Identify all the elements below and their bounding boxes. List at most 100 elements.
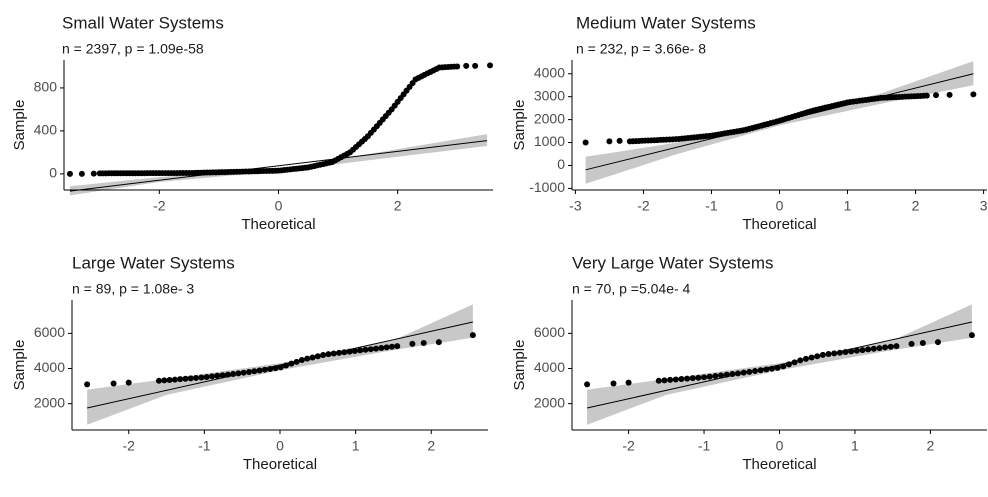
sample-points (582, 91, 977, 146)
qq-point (161, 377, 168, 384)
x-tick-label: 0 (776, 438, 784, 454)
qq-point (893, 343, 900, 350)
qq-point (723, 371, 730, 378)
y-tick-label: 3000 (534, 87, 565, 103)
x-tick-label: 3 (980, 198, 988, 214)
x-tick-label: 2 (427, 438, 435, 454)
qq-panel-4: Very Large Water Systems n = 70, p =5.04e… (511, 253, 987, 473)
reference-line (586, 321, 973, 409)
qq-panel-3: Large Water Systems n = 89, p = 1.08e- 3 -… (11, 253, 488, 473)
y-axis-title: Sample (11, 340, 28, 391)
y-tick-label: 2000 (534, 394, 565, 410)
qq-point (330, 350, 337, 357)
qq-point (272, 365, 279, 372)
qq-point (763, 366, 770, 373)
qq-point (314, 353, 321, 360)
sample-points (66, 62, 494, 177)
qq-point (718, 372, 725, 379)
qq-point (825, 351, 832, 358)
qq-point (435, 339, 442, 346)
qq-point (182, 375, 189, 382)
qq-point (774, 364, 781, 371)
qq-point (78, 170, 85, 177)
panel-subtitle: n = 232, p = 3.66e- 8 (576, 41, 706, 57)
y-tick-label: 6000 (534, 324, 565, 340)
qq-point (367, 346, 374, 353)
qq-point (908, 340, 915, 347)
panel-subtitle: n = 2397, p = 1.09e-58 (62, 41, 204, 57)
qq-point (859, 347, 866, 354)
qq-point (362, 346, 369, 353)
x-tick-label: -1 (198, 438, 211, 454)
qq-point (469, 332, 476, 339)
qq-point (751, 368, 758, 375)
qq-point (923, 92, 930, 99)
qq-point (166, 376, 173, 383)
x-tick-label: -2 (637, 198, 650, 214)
qq-point (689, 375, 696, 382)
qq-point (208, 373, 215, 380)
x-tick-label: 0 (276, 438, 284, 454)
qq-point (177, 376, 184, 383)
qq-point (125, 379, 132, 386)
qq-point (808, 354, 815, 361)
x-axis-title: Theoretical (241, 216, 315, 233)
qq-point (848, 348, 855, 355)
qq-point (780, 363, 787, 370)
qq-point (610, 380, 617, 387)
qq-point (261, 366, 268, 373)
qq-point (932, 92, 939, 99)
sample-points (84, 332, 476, 388)
qq-point (584, 381, 591, 388)
qq-point (695, 374, 702, 381)
qq-point (712, 372, 719, 379)
qq-point (487, 62, 494, 69)
qq-point (968, 332, 975, 339)
qq-point (309, 354, 316, 361)
qq-point (251, 368, 258, 375)
y-axis-title: Sample (511, 340, 528, 391)
qq-point (625, 379, 632, 386)
qq-point (842, 349, 849, 356)
qq-point (757, 367, 764, 374)
x-axis-title: Theoretical (742, 456, 816, 473)
qq-point (970, 91, 977, 98)
x-tick-label: 1 (844, 198, 852, 214)
qq-point (325, 351, 332, 358)
qq-point (882, 344, 889, 351)
qq-point (110, 380, 117, 387)
qq-point (304, 355, 311, 362)
qq-point (277, 364, 284, 371)
y-tick-label: 4000 (34, 359, 65, 375)
qq-point (797, 357, 804, 364)
qq-point (171, 376, 178, 383)
panel-subtitle: n = 89, p = 1.08e- 3 (72, 281, 194, 297)
qq-panel-1: Small Water Systems n = 2397, p = 1.09e-5… (11, 13, 494, 233)
qq-point (701, 374, 708, 381)
qq-point (420, 340, 427, 347)
x-tick-label: 1 (851, 438, 859, 454)
qq-point (155, 377, 162, 384)
qq-point (346, 348, 353, 355)
y-tick-label: 400 (34, 122, 58, 138)
qq-point (230, 370, 237, 377)
qq-point (791, 359, 798, 366)
x-tick-label: -2 (622, 438, 635, 454)
x-tick-label: 2 (927, 438, 935, 454)
qq-point (283, 362, 290, 369)
confidence-band (69, 134, 488, 196)
y-tick-label: 0 (557, 156, 565, 172)
qq-point (802, 355, 809, 362)
qq-point (746, 368, 753, 375)
qq-point (740, 369, 747, 376)
qq-point (383, 344, 390, 351)
qq-panel-2: Medium Water Systems n = 232, p = 3.66e- … (511, 13, 988, 232)
qq-point (678, 376, 685, 383)
y-tick-label: 800 (34, 79, 58, 95)
qq-point (735, 370, 741, 377)
qq-point (378, 344, 385, 351)
qq-point (865, 346, 872, 353)
qq-point (193, 374, 200, 381)
